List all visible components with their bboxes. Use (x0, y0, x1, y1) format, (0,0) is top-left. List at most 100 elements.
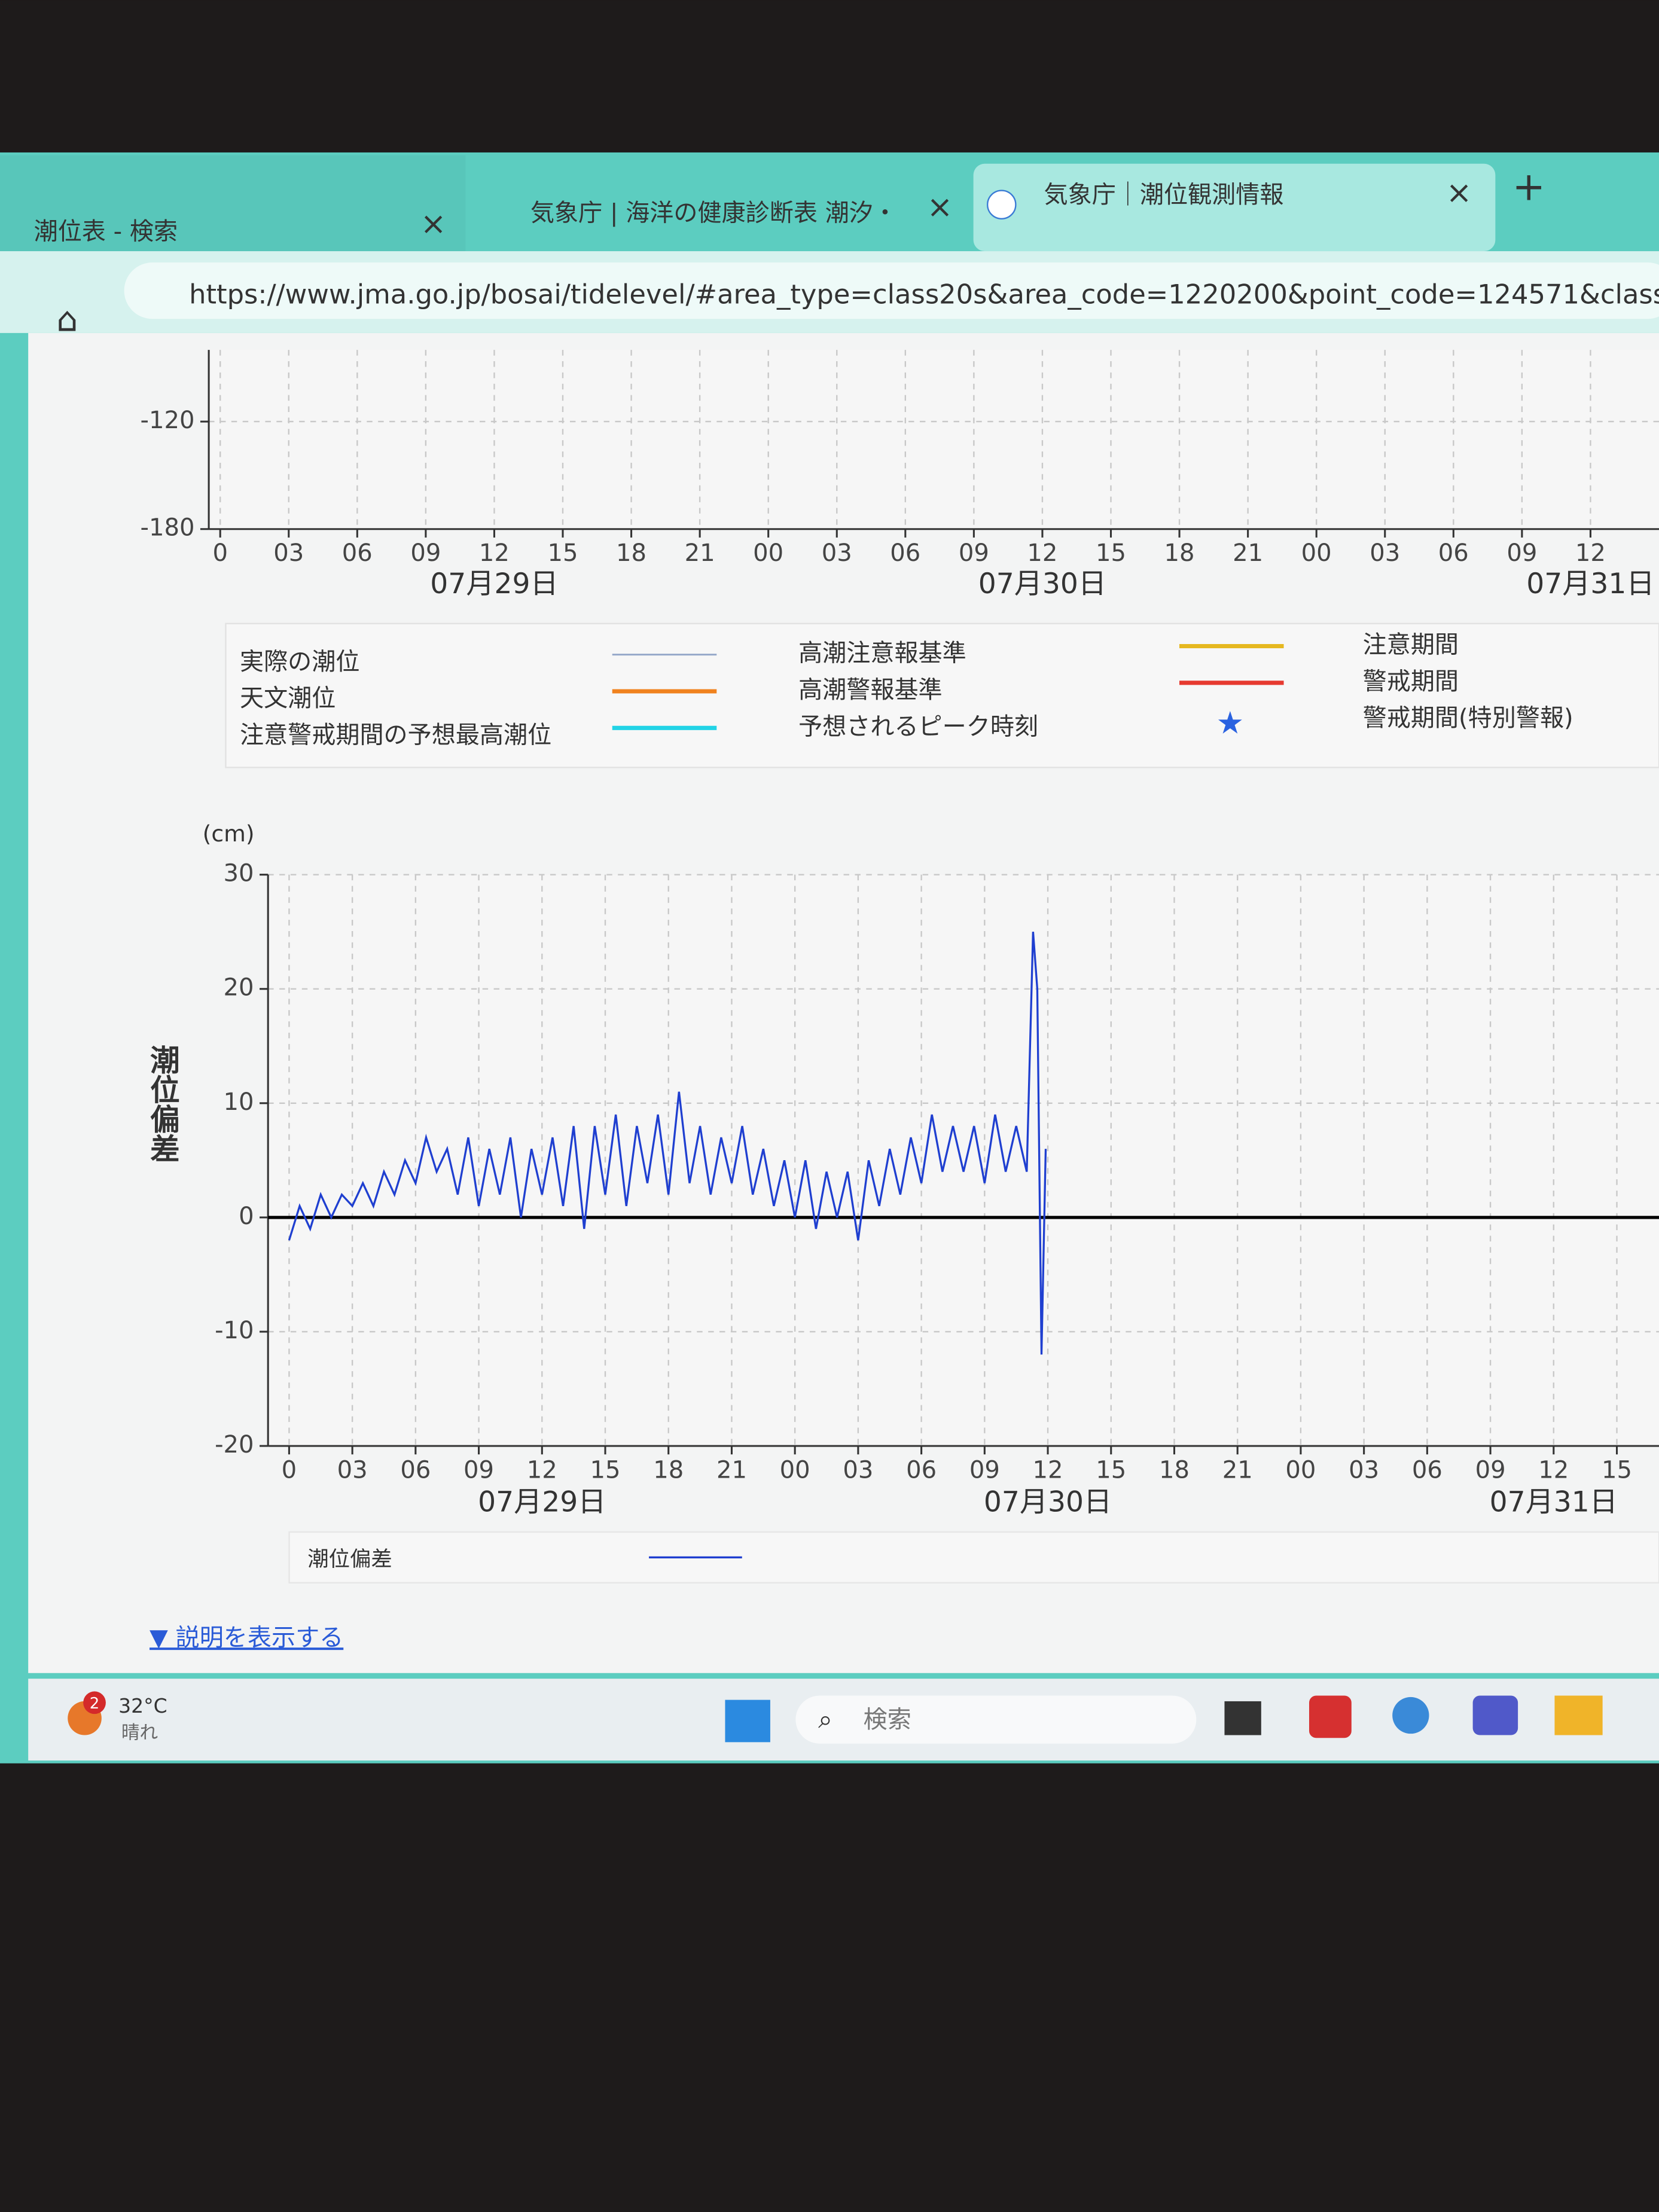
tab-close[interactable]: × (927, 189, 953, 225)
tab-title[interactable]: 潮位表 - 検索 (34, 218, 178, 245)
x-tick-label: 21 (1222, 1456, 1253, 1484)
app-icon[interactable] (1472, 1695, 1518, 1735)
y-tick-label: 10 (224, 1088, 254, 1116)
date-label: 07月29日 (430, 568, 558, 600)
x-tick-label: 18 (1159, 1456, 1190, 1484)
tab-close[interactable]: × (1446, 175, 1472, 211)
x-tick-label: 03 (843, 1456, 873, 1484)
x-tick-label: 0 (212, 539, 228, 567)
legend-label: 実際の潮位 (240, 648, 359, 676)
series-line (288, 932, 1047, 1355)
x-tick-label: 18 (616, 539, 646, 567)
legend-label: 注意警戒期間の予想最高潮位 (240, 721, 551, 749)
x-tick-label: 06 (890, 539, 920, 567)
x-tick-label: 09 (463, 1456, 494, 1484)
x-tick-label: 06 (400, 1456, 431, 1484)
help-link[interactable]: ▼ 説明を表示する (150, 1624, 343, 1652)
legend-star: ★ (1216, 706, 1245, 742)
x-tick-label: 00 (1285, 1456, 1316, 1484)
x-tick-label: 06 (1412, 1456, 1443, 1484)
y-tick-label: 30 (224, 860, 254, 887)
y-tick-label: 20 (224, 974, 254, 1002)
x-tick-label: 18 (1164, 539, 1195, 567)
x-tick-label: 09 (959, 539, 989, 567)
badge-count: 2 (90, 1695, 100, 1713)
date-label: 07月31日 (1490, 1486, 1618, 1519)
x-tick-label: 06 (342, 539, 373, 567)
legend-box (288, 1531, 1659, 1584)
x-tick-label: 12 (1033, 1456, 1063, 1484)
weather: 晴れ (121, 1723, 158, 1744)
x-tick-label: 21 (716, 1456, 747, 1484)
x-tick-label: 09 (1475, 1456, 1506, 1484)
x-tick-label: 12 (479, 539, 510, 567)
search-placeholder[interactable]: 検索 (864, 1706, 911, 1734)
x-tick-label: 12 (1027, 539, 1057, 567)
tab-icon (987, 190, 1017, 219)
tab[interactable] (0, 155, 466, 252)
x-tick-label: 15 (1096, 539, 1126, 567)
legend-label: 高潮注意報基準 (798, 640, 966, 667)
x-tick-label: 15 (1096, 1456, 1126, 1484)
active-tab[interactable] (973, 163, 1496, 252)
y-tick-label: -120 (141, 407, 195, 434)
x-tick-label: 12 (1575, 539, 1606, 567)
badge (83, 1691, 106, 1714)
legend-label: 警戒期間 (1363, 668, 1459, 695)
temperature: 32°C (118, 1694, 167, 1717)
x-tick-label: 03 (1370, 539, 1400, 567)
x-tick-label: 00 (753, 539, 783, 567)
y-unit: (cm) (203, 820, 255, 847)
x-tick-label: 03 (822, 539, 852, 567)
app-icon[interactable] (1554, 1695, 1603, 1735)
x-tick-label: 09 (1506, 539, 1537, 567)
x-tick-label: 21 (1233, 539, 1263, 567)
x-tick-label: 06 (1438, 539, 1469, 567)
tab-title[interactable]: 気象庁 | 海洋の健康診断表 潮汐・ (530, 200, 897, 227)
app-icon[interactable] (1392, 1697, 1429, 1734)
x-tick-label: 18 (653, 1456, 684, 1484)
date-label: 07月29日 (478, 1486, 606, 1519)
legend-label: 注意期間 (1363, 631, 1459, 659)
x-tick-label: 03 (273, 539, 304, 567)
plot-area (268, 874, 1659, 1446)
x-tick-label: 15 (590, 1456, 620, 1484)
app-icon[interactable] (1224, 1701, 1261, 1735)
x-tick-label: 21 (685, 539, 715, 567)
url[interactable]: https://www.jma.go.jp/bosai/tidelevel/#a… (189, 279, 1659, 310)
url-field[interactable] (124, 262, 1659, 319)
x-tick-label: 15 (1602, 1456, 1632, 1484)
x-tick-label: 00 (780, 1456, 810, 1484)
legend-label: 予想されるピーク時刻 (798, 713, 1038, 740)
y-tick-label: -10 (215, 1317, 254, 1344)
new-tab[interactable]: + (1512, 163, 1545, 209)
legend-label: 警戒期間(特別警報) (1363, 704, 1573, 732)
legend-box (225, 623, 1659, 768)
x-tick-label: 12 (527, 1456, 557, 1484)
y-tick-label: 0 (239, 1203, 254, 1230)
x-tick-label: 00 (1301, 539, 1332, 567)
plot-area (209, 350, 1659, 529)
legend-label: 天文潮位 (240, 685, 336, 712)
x-tick-label: 03 (1349, 1456, 1379, 1484)
x-tick-label: 0 (282, 1456, 297, 1484)
date-label: 07月30日 (978, 568, 1106, 600)
tab-close[interactable]: × (420, 206, 446, 242)
x-tick-label: 12 (1538, 1456, 1569, 1484)
legend-label: 高潮警報基準 (798, 676, 943, 704)
y-axis-label: 潮位偏差 (145, 1044, 180, 1163)
search-box[interactable] (795, 1695, 1197, 1744)
x-tick-label: 09 (969, 1456, 1000, 1484)
legend-label: 潮位偏差 (307, 1547, 392, 1572)
x-tick-label: 15 (547, 539, 578, 567)
search-icon: ⌕ (818, 1705, 832, 1734)
tab-title[interactable]: 気象庁｜潮位観測情報 (1044, 181, 1284, 209)
x-tick-label: 06 (906, 1456, 937, 1484)
start-button[interactable] (725, 1700, 770, 1743)
home-button[interactable]: ⌂ (56, 300, 78, 340)
app-icon[interactable] (1309, 1695, 1352, 1738)
x-tick-label: 03 (337, 1456, 368, 1484)
y-tick-label: -20 (215, 1431, 254, 1459)
